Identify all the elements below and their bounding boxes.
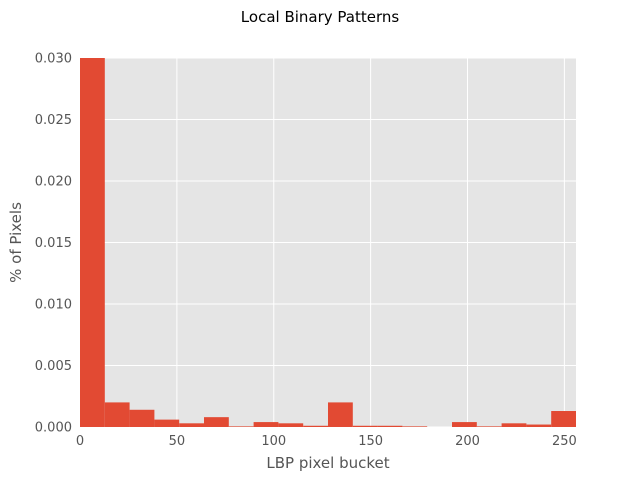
y-tick-label: 0.020 xyxy=(35,175,72,190)
histogram-bar xyxy=(154,419,180,427)
grid-lines xyxy=(79,57,576,428)
histogram-bar xyxy=(501,423,527,427)
histogram-bar xyxy=(80,58,105,427)
histogram-bar xyxy=(476,426,502,427)
x-tick-label: 150 xyxy=(358,434,383,449)
y-axis-label: % of Pixels xyxy=(7,202,25,283)
histogram-bar xyxy=(526,424,552,427)
x-tick-label: 50 xyxy=(169,434,186,449)
histogram-bar xyxy=(328,402,353,427)
x-tick-label: 250 xyxy=(552,434,577,449)
chart-title: Local Binary Patterns xyxy=(241,8,400,26)
histogram-bar xyxy=(452,422,477,427)
x-tick-label: 200 xyxy=(455,434,480,449)
histogram-bar xyxy=(129,409,155,427)
y-tick-label: 0.025 xyxy=(35,113,72,128)
y-tick-label: 0.030 xyxy=(35,52,72,67)
histogram-bar xyxy=(228,426,254,427)
histogram-bar xyxy=(551,411,576,427)
histogram-bar xyxy=(377,425,403,427)
histogram-bar xyxy=(253,422,279,427)
x-tick-label: 0 xyxy=(76,434,84,449)
histogram-bar xyxy=(204,417,229,427)
y-tick-label: 0.005 xyxy=(35,359,72,374)
histogram-bar xyxy=(402,426,428,427)
x-axis-label: LBP pixel bucket xyxy=(266,454,389,472)
y-tick-label: 0.000 xyxy=(35,421,72,436)
tick-labels: 0 50 100 150 200 250 0.000 0.005 0.010 0.015 0.020… xyxy=(35,52,577,450)
bars xyxy=(80,58,576,427)
y-tick-label: 0.015 xyxy=(35,236,72,251)
histogram-bar xyxy=(104,402,130,427)
histogram-bar xyxy=(179,423,204,427)
histogram-bar xyxy=(352,425,378,427)
histogram-bar xyxy=(303,425,328,427)
y-tick-label: 0.010 xyxy=(35,298,72,313)
x-tick-label: 100 xyxy=(261,434,286,449)
histogram-bar xyxy=(278,423,304,427)
